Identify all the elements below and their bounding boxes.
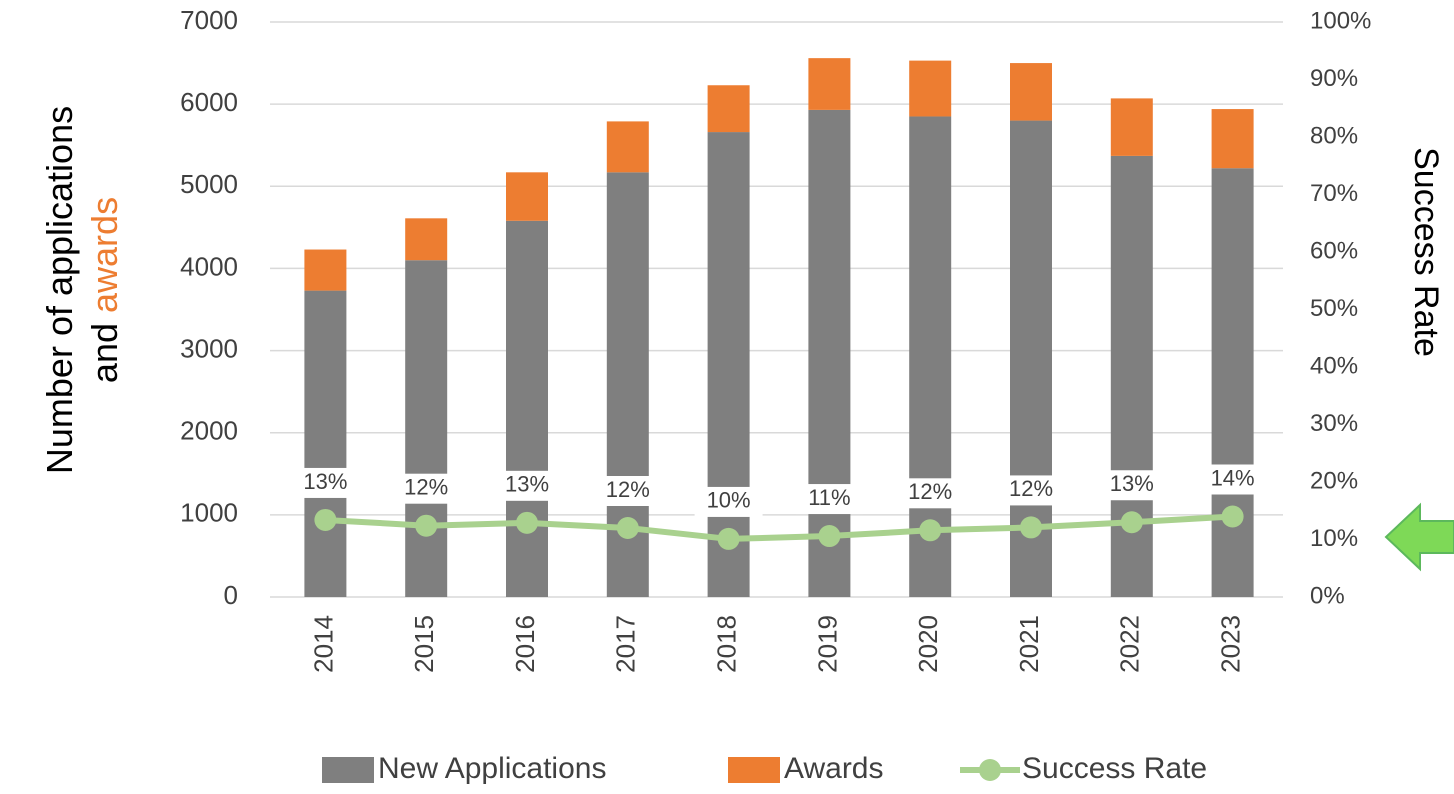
y2-tick-label: 100% bbox=[1310, 7, 1371, 34]
legend-label: New Applications bbox=[378, 752, 606, 785]
line-marker bbox=[314, 508, 337, 531]
label-bg bbox=[1198, 464, 1267, 495]
x-tick-label: 2017 bbox=[611, 615, 641, 673]
bar bbox=[405, 260, 448, 597]
y2-tick-label: 0% bbox=[1310, 582, 1345, 609]
data-label: 14% bbox=[1211, 465, 1255, 490]
y2-tick-label: 20% bbox=[1310, 467, 1358, 494]
x-tick-label: 2015 bbox=[409, 615, 439, 673]
y2-tick-label: 80% bbox=[1310, 122, 1358, 149]
bar bbox=[1211, 109, 1254, 169]
y-axis-title-highlight: awards bbox=[84, 197, 125, 313]
line-marker bbox=[616, 517, 639, 539]
line-marker bbox=[1020, 516, 1042, 539]
label-bg bbox=[997, 475, 1065, 506]
y2-tick-label: 60% bbox=[1310, 237, 1358, 264]
x-tick-label: 2018 bbox=[711, 615, 741, 673]
label-bg bbox=[795, 484, 864, 515]
legend-swatch bbox=[322, 757, 374, 783]
x-tick-label: 2019 bbox=[812, 615, 842, 673]
y2-tick-label: 30% bbox=[1310, 410, 1358, 437]
line-marker bbox=[415, 514, 438, 537]
y2-tick-label: 90% bbox=[1310, 65, 1358, 92]
data-label: 12% bbox=[908, 479, 952, 504]
y-tick-label: 7000 bbox=[180, 5, 238, 35]
bar bbox=[304, 290, 347, 597]
y2-tick-label: 70% bbox=[1310, 180, 1358, 207]
bar bbox=[606, 121, 649, 173]
y-tick-label: 6000 bbox=[180, 87, 238, 117]
legend-swatch bbox=[728, 757, 780, 783]
line-marker bbox=[516, 511, 538, 534]
y2-axis-title: Success Rate bbox=[1407, 147, 1445, 357]
legend-marker bbox=[979, 759, 1001, 781]
line-marker bbox=[818, 525, 841, 548]
bar bbox=[304, 249, 347, 291]
data-label: 12% bbox=[404, 475, 448, 500]
legend-label: Success Rate bbox=[1022, 752, 1207, 785]
data-label: 10% bbox=[707, 488, 751, 513]
arrow-icon bbox=[1384, 502, 1454, 572]
bar bbox=[808, 58, 851, 110]
label-bg bbox=[493, 470, 561, 501]
x-tick-label: 2020 bbox=[913, 615, 943, 673]
bar bbox=[707, 132, 750, 598]
y-axis-title: and awards bbox=[84, 197, 125, 383]
data-label: 12% bbox=[1009, 476, 1053, 501]
y-tick-label: 4000 bbox=[180, 251, 238, 281]
y-axis-title: Number of applications bbox=[39, 106, 80, 474]
y2-tick-label: 50% bbox=[1310, 295, 1358, 322]
y-axis-title-line: Number of applications bbox=[39, 106, 80, 474]
y-tick-label: 5000 bbox=[180, 169, 238, 199]
x-tick-label: 2023 bbox=[1215, 615, 1245, 673]
label-bg bbox=[593, 476, 662, 506]
bar bbox=[506, 220, 548, 598]
x-tick-label: 2014 bbox=[308, 615, 338, 673]
bar bbox=[1211, 168, 1254, 597]
bar bbox=[1010, 63, 1052, 121]
label-bg bbox=[694, 486, 763, 517]
y-tick-label: 0 bbox=[224, 580, 238, 610]
line bbox=[325, 513, 1233, 542]
label-bg bbox=[896, 478, 965, 509]
label-bg bbox=[291, 467, 360, 498]
label-bg bbox=[1097, 470, 1166, 501]
data-label: 11% bbox=[808, 485, 850, 510]
data-label: 13% bbox=[1110, 471, 1154, 496]
y-tick-label: 1000 bbox=[180, 498, 238, 528]
y-axis-title-line: and bbox=[84, 323, 125, 383]
y-tick-label: 3000 bbox=[180, 333, 238, 363]
bar bbox=[1110, 98, 1153, 156]
y2-tick-label: 10% bbox=[1310, 525, 1358, 552]
x-tick-label: 2016 bbox=[510, 615, 540, 673]
y2-tick-label: 40% bbox=[1310, 352, 1358, 379]
bar bbox=[405, 218, 448, 261]
data-label: 12% bbox=[606, 477, 650, 502]
label-bg bbox=[392, 473, 461, 504]
x-tick-label: 2022 bbox=[1115, 615, 1145, 673]
line-marker bbox=[717, 527, 740, 550]
line-marker bbox=[1120, 511, 1143, 534]
x-tick-label: 2021 bbox=[1014, 615, 1044, 673]
line-marker bbox=[1221, 505, 1244, 528]
data-label: 13% bbox=[505, 472, 549, 497]
bar bbox=[707, 85, 750, 133]
bar bbox=[506, 172, 548, 221]
bar bbox=[909, 116, 952, 597]
bar bbox=[909, 60, 952, 117]
line-marker bbox=[919, 519, 942, 542]
y-tick-label: 2000 bbox=[180, 416, 238, 446]
legend-label: Awards bbox=[784, 752, 884, 785]
bar bbox=[808, 109, 851, 598]
data-label: 13% bbox=[303, 469, 347, 494]
